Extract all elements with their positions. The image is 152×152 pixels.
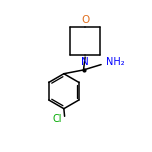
Text: O: O xyxy=(81,15,89,25)
Text: Cl: Cl xyxy=(53,114,62,124)
Text: N: N xyxy=(81,57,89,67)
Text: NH₂: NH₂ xyxy=(106,57,125,67)
